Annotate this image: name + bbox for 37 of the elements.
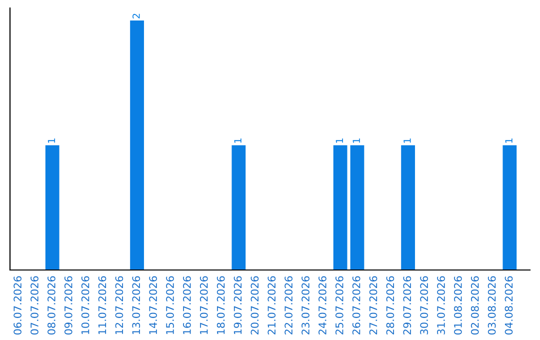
x-tick-label: 01.08.2026 <box>454 276 462 335</box>
data-label: 1 <box>505 138 512 143</box>
x-tick-label: 08.07.2026 <box>47 276 56 335</box>
x-tick-label: 12.07.2026 <box>115 276 124 334</box>
x-tick-label: 22.07.2026 <box>284 276 292 334</box>
x-tick-label: 23.07.2026 <box>302 276 310 334</box>
data-label: 1 <box>48 138 56 143</box>
x-tick-label: 25.07.2026 <box>335 276 344 334</box>
x-tick-label: 16.07.2026 <box>182 276 191 334</box>
x-tick-label: 18.07.2026 <box>216 276 225 334</box>
x-tick-label: 19.07.2026 <box>234 276 242 334</box>
data-label: 1 <box>336 138 343 143</box>
x-tick-label: 26.07.2026 <box>352 276 360 334</box>
x-tick-label: 31.07.2026 <box>437 276 445 334</box>
x-tick-label: 15.07.2026 <box>166 276 174 334</box>
x-tick-label: 02.08.2026 <box>470 276 479 335</box>
data-label: 1 <box>352 138 360 143</box>
x-tick-label: 10.07.2026 <box>81 276 90 334</box>
x-tick-label: 11.07.2026 <box>98 276 106 334</box>
x-tick-label: 30.07.2026 <box>420 276 428 334</box>
x-tick-label: 04.08.2026 <box>504 276 513 335</box>
x-tick-label: 29.07.2026 <box>403 276 412 334</box>
data-label: 1 <box>404 138 411 143</box>
x-tick-label: 28.07.2026 <box>386 276 394 334</box>
x-tick-label: 21.07.2026 <box>268 276 276 334</box>
x-tick-label: 17.07.2026 <box>200 276 208 334</box>
x-tick-label: 09.07.2026 <box>64 276 72 335</box>
x-tick-label: 24.07.2026 <box>318 276 326 334</box>
x-tick-label: 14.07.2026 <box>149 276 157 334</box>
x-tick-label: 13.07.2026 <box>132 276 140 334</box>
x-tick-label: 07.07.2026 <box>30 276 38 335</box>
x-tick-label: 03.08.2026 <box>488 276 496 335</box>
x-tick-label: 27.07.2026 <box>369 276 378 334</box>
x-tick-label: 06.07.2026 <box>14 276 22 335</box>
data-label: 2 <box>132 14 140 18</box>
data-label: 1 <box>234 138 242 143</box>
x-tick-label: 20.07.2026 <box>250 276 259 334</box>
